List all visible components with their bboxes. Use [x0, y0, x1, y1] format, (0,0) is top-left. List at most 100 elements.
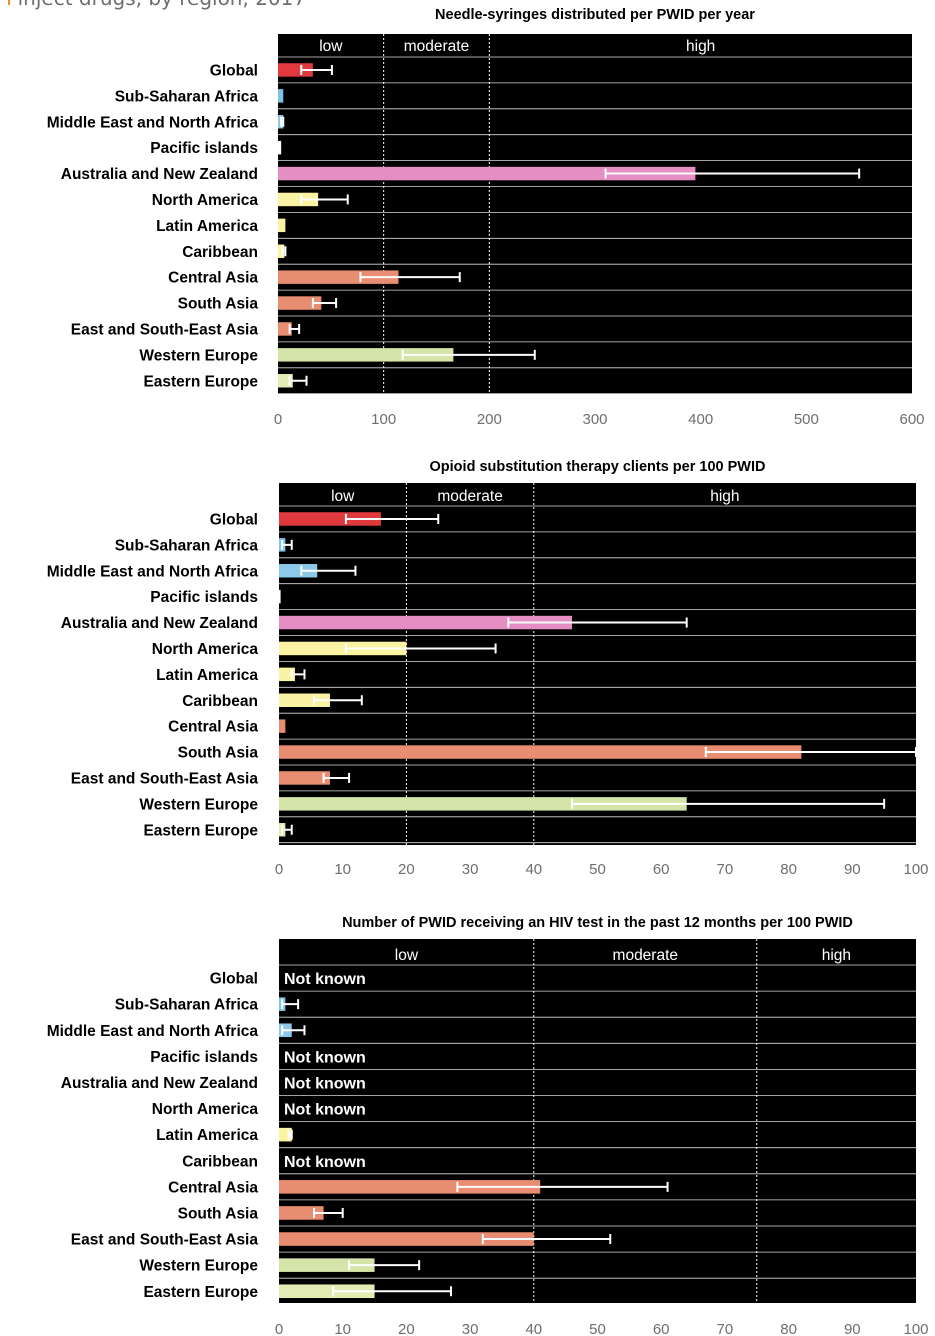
plot-area — [279, 483, 916, 845]
category-label: Central Asia — [168, 719, 258, 736]
x-tick-label: 50 — [589, 1321, 606, 1336]
bar — [278, 63, 313, 77]
category-label: East and South-East Asia — [71, 770, 259, 787]
x-tick-label: 70 — [717, 861, 734, 878]
bar — [279, 719, 286, 733]
category-label: Global — [210, 511, 258, 528]
not-known-label: Not known — [284, 1075, 366, 1092]
chart-panel-2: Opioid substitution therapy clients per … — [47, 459, 929, 878]
chart-panel-1: Needle-syringes distributed per PWID per… — [47, 7, 925, 428]
bar — [279, 1206, 324, 1220]
zone-label-moderate: moderate — [613, 947, 678, 964]
x-tick-label: 60 — [653, 861, 670, 878]
x-tick-label: 100 — [903, 861, 928, 878]
x-tick-label: 40 — [525, 1321, 542, 1336]
category-label: Middle East and North Africa — [47, 563, 259, 580]
x-tick-label: 0 — [275, 1321, 283, 1336]
category-label: Caribbean — [182, 1153, 258, 1170]
x-tick-label: 100 — [903, 1321, 928, 1336]
category-label: Global — [210, 62, 258, 79]
x-tick-label: 80 — [780, 861, 797, 878]
category-label: Sub-Saharan Africa — [115, 997, 259, 1014]
x-tick-label: 10 — [334, 861, 351, 878]
x-tick-label: 70 — [717, 1321, 734, 1336]
category-label: Latin America — [156, 1127, 258, 1144]
category-label: Central Asia — [168, 1179, 258, 1196]
bar — [278, 218, 286, 233]
bar — [279, 512, 381, 526]
category-label: South Asia — [178, 296, 259, 313]
bar — [279, 745, 802, 759]
category-label: East and South-East Asia — [71, 321, 259, 338]
category-label: Central Asia — [168, 270, 258, 287]
x-tick-label: 300 — [582, 411, 607, 428]
category-label: Western Europe — [139, 796, 258, 813]
bar — [278, 322, 292, 336]
chart-title: Opioid substitution therapy clients per … — [430, 459, 766, 475]
x-tick-label: 10 — [334, 1321, 351, 1336]
chart-title: Needle-syringes distributed per PWID per… — [435, 7, 755, 23]
category-label: Middle East and North Africa — [47, 114, 259, 131]
x-tick-label: 400 — [688, 411, 713, 428]
bar — [278, 192, 319, 207]
category-label: Australia and New Zealand — [61, 1075, 258, 1092]
category-label: North America — [152, 641, 259, 658]
x-tick-label: 30 — [462, 861, 479, 878]
x-tick-label: 0 — [274, 411, 282, 428]
x-tick-label: 90 — [844, 861, 861, 878]
x-tick-label: 80 — [780, 1321, 797, 1336]
category-label: Eastern Europe — [143, 822, 258, 839]
bar — [279, 564, 318, 578]
bar — [278, 166, 696, 181]
zone-label-low: low — [395, 947, 419, 964]
x-tick-label: 30 — [462, 1321, 479, 1336]
x-tick-label: 600 — [899, 411, 924, 428]
not-known-label: Not known — [284, 1154, 366, 1171]
bar — [279, 1284, 375, 1299]
bar — [279, 797, 687, 811]
category-label: Australia and New Zealand — [61, 166, 258, 183]
x-tick-label: 60 — [653, 1321, 670, 1336]
bar — [279, 1258, 375, 1272]
category-label: Eastern Europe — [143, 1284, 258, 1301]
category-label: Latin America — [156, 218, 258, 235]
not-known-label: Not known — [284, 1049, 366, 1066]
bar — [279, 615, 573, 630]
zone-label-low: low — [331, 488, 355, 505]
zone-label-high: high — [686, 38, 715, 55]
x-tick-label: 40 — [525, 861, 542, 878]
category-label: Pacific islands — [150, 140, 258, 157]
bar — [278, 89, 284, 103]
x-tick-label: 90 — [844, 1321, 861, 1336]
zone-label-high: high — [710, 488, 739, 505]
category-label: Sub-Saharan Africa — [115, 537, 259, 554]
bar — [278, 270, 399, 284]
bar — [279, 771, 330, 785]
category-label: Middle East and North Africa — [47, 1023, 259, 1040]
category-label: East and South-East Asia — [71, 1232, 259, 1249]
category-label: Western Europe — [139, 347, 258, 364]
bar — [279, 641, 407, 656]
category-label: Australia and New Zealand — [61, 615, 258, 632]
chart-title: Number of PWID receiving an HIV test in … — [342, 915, 853, 931]
page-title-text: inject drugs, by region, 2017 — [18, 0, 306, 10]
bar — [279, 693, 330, 707]
bar — [279, 589, 281, 604]
bar — [278, 140, 282, 155]
zone-label-moderate: moderate — [404, 38, 469, 55]
zone-label-moderate: moderate — [437, 488, 502, 505]
page-title: Pinject drugs, by region, 2017 — [6, 0, 306, 10]
x-tick-label: 100 — [371, 411, 396, 428]
category-label: North America — [152, 192, 259, 209]
page-title-accent: P — [6, 0, 18, 10]
bar — [279, 1232, 534, 1246]
category-label: Caribbean — [182, 693, 258, 710]
plot-area — [278, 34, 912, 394]
category-label: South Asia — [178, 745, 259, 762]
bar — [278, 244, 285, 258]
category-label: Pacific islands — [150, 1049, 258, 1066]
bar — [279, 1180, 541, 1194]
bar — [278, 348, 454, 362]
not-known-label: Not known — [284, 1102, 366, 1119]
